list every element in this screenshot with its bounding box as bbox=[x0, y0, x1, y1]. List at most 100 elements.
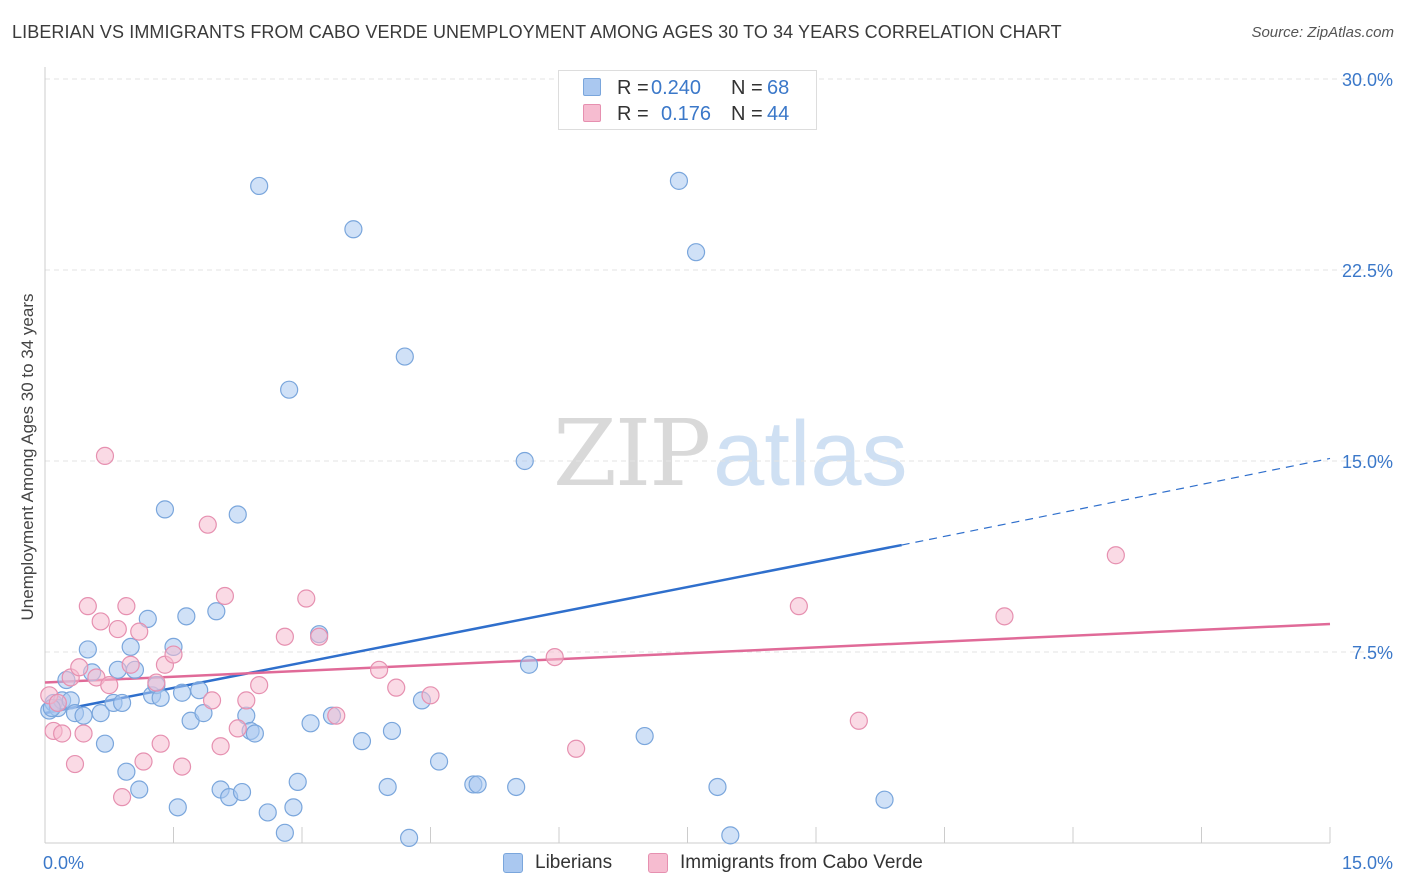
cabo-verde-point bbox=[215, 586, 234, 606]
liberian-point bbox=[875, 790, 894, 809]
trend-layer bbox=[44, 457, 1331, 715]
cabo-verde-point bbox=[91, 612, 110, 631]
cabo-verde-point bbox=[95, 446, 115, 466]
x-tick-label: 15.0% bbox=[1342, 853, 1393, 873]
cabo-verde-point bbox=[147, 673, 166, 692]
legend-swatch-blue bbox=[583, 78, 601, 96]
points-layer bbox=[40, 171, 1125, 848]
cabo-verde-point bbox=[995, 607, 1014, 626]
cabo-verde-point bbox=[121, 655, 140, 674]
cabo-verde-point bbox=[78, 597, 97, 616]
liberian-point bbox=[280, 380, 299, 399]
liberian-point bbox=[721, 826, 740, 845]
legend-n-label: N = bbox=[731, 76, 763, 99]
source-label: Source: ZipAtlas.com bbox=[1251, 24, 1394, 41]
correlation-legend: R = 0.240 N = 68 R = 0.176 N = 44 bbox=[558, 70, 817, 130]
cabo-verde-point bbox=[237, 691, 256, 710]
liberian-point bbox=[515, 451, 534, 471]
liberian-point bbox=[155, 500, 175, 519]
liberian-point bbox=[686, 243, 706, 262]
series-swatch-pink bbox=[648, 853, 668, 873]
liberian-point bbox=[284, 798, 303, 817]
liberian-point bbox=[95, 734, 115, 753]
liberian-point bbox=[207, 602, 226, 621]
x-tick-label: 0.0% bbox=[43, 853, 84, 873]
chart-title: LIBERIAN VS IMMIGRANTS FROM CABO VERDE U… bbox=[12, 22, 1062, 42]
cabo-verde-point bbox=[275, 627, 294, 646]
cabo-verde-point bbox=[48, 693, 67, 713]
liberian-point bbox=[194, 704, 213, 723]
liberian-point bbox=[468, 775, 487, 794]
liberian-point bbox=[151, 688, 170, 707]
liberian-point bbox=[519, 655, 539, 674]
cabo-verde-point bbox=[370, 660, 389, 679]
liberian-point bbox=[232, 782, 252, 802]
cabo-verde-point bbox=[53, 724, 72, 743]
cabo-verde-point bbox=[112, 788, 132, 807]
cabo-verde-point bbox=[567, 739, 586, 758]
cabo-verde-point bbox=[250, 676, 269, 695]
liberian-point bbox=[258, 803, 277, 822]
liberian-point bbox=[382, 721, 402, 741]
legend-r-value: 0.240 bbox=[651, 76, 702, 99]
liberian-point bbox=[172, 683, 192, 702]
cabo-verde-point bbox=[151, 734, 170, 753]
liberian-point bbox=[117, 762, 136, 781]
liberian-point bbox=[177, 607, 196, 626]
tick-labels-layer: 7.5% 15.0% 22.5% 30.0% 0.0% 15.0% bbox=[43, 70, 1393, 873]
legend-swatch-pink bbox=[583, 104, 601, 122]
liberian-point bbox=[130, 780, 149, 799]
liberian-point bbox=[138, 609, 157, 628]
watermark-atlas: atlas bbox=[713, 403, 908, 505]
liberian-point bbox=[399, 828, 419, 848]
liberian-point bbox=[91, 704, 110, 723]
liberian-point bbox=[288, 772, 307, 791]
legend-n-label: N = bbox=[731, 102, 763, 125]
cabo-verde-point bbox=[228, 719, 247, 738]
legend-r-value: 0.176 bbox=[661, 102, 712, 125]
liberian-point bbox=[168, 798, 187, 817]
cabo-verde-point bbox=[198, 515, 217, 534]
legend-n-value: 68 bbox=[767, 76, 790, 99]
liberian-trend-line bbox=[44, 543, 902, 715]
cabo-verde-point bbox=[789, 597, 808, 616]
liberian-point bbox=[74, 706, 93, 725]
liberian-point bbox=[112, 693, 132, 713]
liberian-point bbox=[669, 171, 689, 190]
liberian-point bbox=[395, 347, 414, 366]
y-tick-label: 30.0% bbox=[1342, 70, 1393, 90]
legend-r-label: R = bbox=[617, 76, 649, 99]
liberian-point bbox=[301, 714, 320, 733]
legend-r-label: R = bbox=[617, 102, 649, 125]
liberian-point bbox=[250, 176, 269, 196]
cabo-verde-point bbox=[310, 627, 329, 646]
y-tick-label: 15.0% bbox=[1342, 452, 1393, 472]
series-name: Liberians bbox=[535, 852, 613, 873]
legend-n-value: 44 bbox=[767, 102, 790, 125]
liberian-point bbox=[635, 726, 654, 746]
liberian-point bbox=[344, 220, 363, 239]
liberian-point bbox=[228, 505, 247, 524]
cabo-verde-point bbox=[202, 691, 222, 710]
liberian-point bbox=[507, 777, 526, 797]
liberian-point bbox=[708, 777, 727, 797]
cabo-verde-point bbox=[117, 597, 136, 616]
series-legend-liberians[interactable]: Liberians bbox=[503, 852, 612, 874]
cabo-verde-point bbox=[74, 724, 93, 743]
cabo-verde-point bbox=[172, 757, 192, 776]
liberian-trend-extension bbox=[901, 457, 1331, 546]
liberian-point bbox=[121, 637, 140, 657]
liberian-point bbox=[245, 724, 264, 743]
liberian-point bbox=[378, 777, 397, 797]
watermark-zip: ZIP bbox=[553, 400, 711, 507]
cabo-verde-point bbox=[70, 658, 89, 677]
liberian-point bbox=[352, 732, 372, 751]
series-swatch-blue bbox=[503, 853, 523, 873]
cabo-verde-trend-line bbox=[44, 622, 1331, 684]
series-legend-cabo-verde[interactable]: Immigrants from Cabo Verde bbox=[648, 852, 923, 874]
cabo-verde-point bbox=[545, 647, 564, 667]
y-tick-label: 22.5% bbox=[1342, 261, 1393, 281]
series-legend: Liberians Immigrants from Cabo Verde bbox=[0, 852, 1406, 876]
cabo-verde-point bbox=[297, 589, 316, 608]
